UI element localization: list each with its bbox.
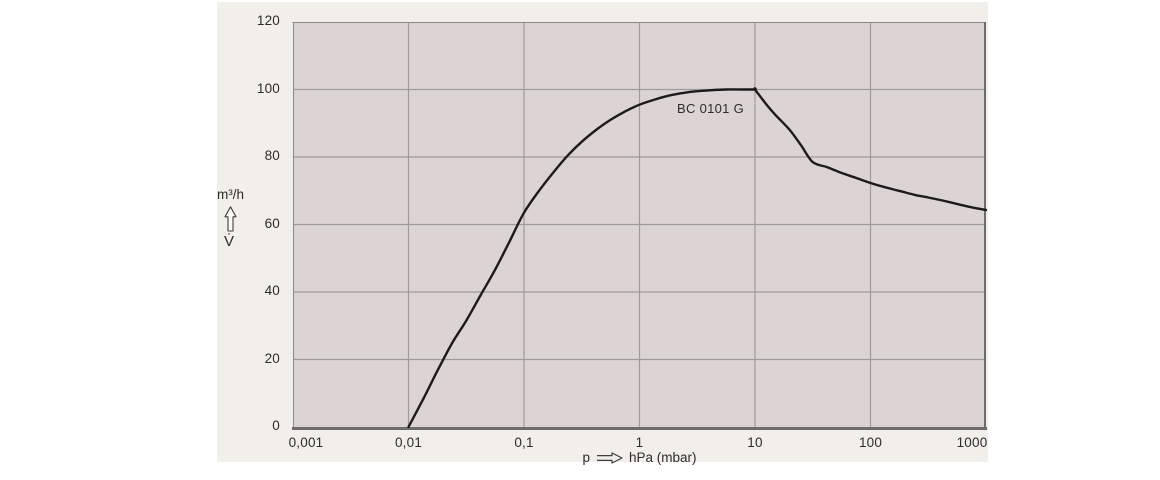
y-tick-label: 0	[272, 418, 280, 433]
x-tick-label: 100	[858, 435, 883, 450]
curve-label: BC 0101 G	[677, 101, 745, 116]
x-tick-label: 0,001	[288, 435, 324, 450]
y-axis-symbol: V̇	[224, 233, 235, 250]
up-arrow-icon	[224, 206, 237, 232]
y-tick-label: 60	[264, 215, 280, 231]
x-tick-label: 1	[635, 435, 644, 450]
y-tick-label: 80	[264, 148, 280, 163]
x-tick-label: 0,1	[514, 435, 534, 450]
y-axis-label-group: m³/h V̇	[217, 187, 267, 249]
x-tick-label: 10	[747, 435, 763, 450]
plot-area	[293, 22, 986, 427]
x-axis-symbol: p	[582, 450, 590, 465]
x-tick-label: 1000	[956, 435, 988, 450]
y-tick-label: 100	[256, 80, 280, 96]
x-axis-label-group: p hPa (mbar)	[293, 450, 986, 465]
y-tick-label: 120	[256, 13, 280, 28]
y-tick-label: 20	[264, 350, 280, 366]
x-tick-label: 0,01	[394, 435, 423, 450]
y-tick-label: 40	[264, 283, 280, 298]
x-axis-unit-label: hPa (mbar)	[628, 450, 697, 465]
y-axis-unit-label: m³/h	[217, 187, 244, 202]
right-arrow-icon	[596, 451, 623, 464]
